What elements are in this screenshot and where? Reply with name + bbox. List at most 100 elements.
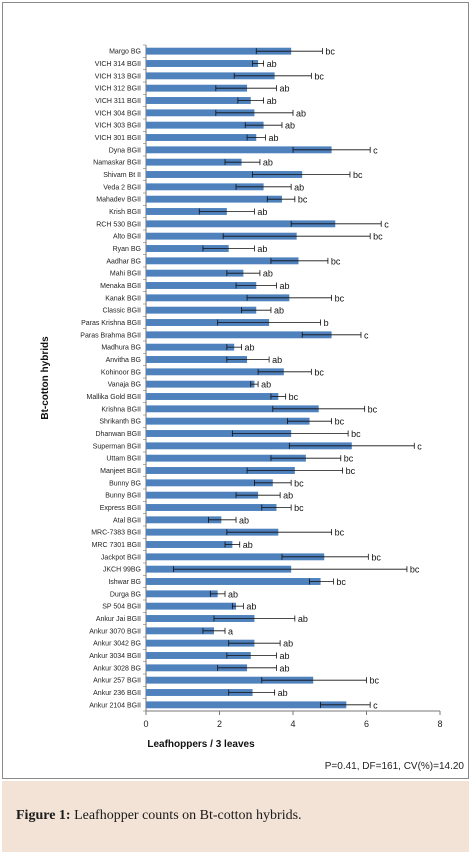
- bar: [146, 134, 257, 141]
- bar: [146, 158, 242, 166]
- category-label: Mallika Gold BGII: [87, 394, 142, 401]
- group-letter: bc: [289, 392, 299, 402]
- bar: [146, 269, 244, 277]
- bar: [146, 689, 253, 696]
- group-letter: ab: [283, 491, 293, 501]
- group-letter: ab: [228, 589, 238, 599]
- category-label: Veda 2 BGII: [103, 184, 141, 191]
- bar: [146, 491, 259, 499]
- bar: [146, 442, 352, 450]
- bar: [146, 639, 255, 647]
- group-letter: bc: [346, 466, 356, 476]
- group-letter: bc: [336, 577, 346, 587]
- group-letter: a: [228, 626, 233, 636]
- bar: [146, 528, 279, 536]
- category-label: Paras Krishna BGII: [81, 320, 141, 327]
- category-label: VICH 311 BGII: [95, 98, 141, 105]
- group-letter: bc: [314, 367, 324, 377]
- bar: [146, 72, 275, 80]
- bar: [146, 208, 227, 215]
- category-label: Ishwar BG: [108, 579, 141, 586]
- figure-caption: Figure 1: Leafhopper counts on Bt-cotton…: [16, 808, 302, 824]
- group-letter: ab: [263, 158, 273, 168]
- category-label: VICH 313 BGII: [95, 73, 141, 80]
- bar: [146, 109, 255, 117]
- bar: [146, 380, 255, 388]
- category-label: Express BGII: [100, 505, 141, 512]
- bar: [146, 553, 325, 561]
- bar: [146, 590, 218, 598]
- group-letter: ab: [239, 515, 249, 525]
- category-label: Mahi BGII: [110, 271, 141, 278]
- caption-text: Leafhopper counts on Bt-cotton hybrids.: [70, 808, 302, 823]
- group-letter: b: [324, 318, 329, 328]
- bar: [146, 306, 257, 314]
- category-label: Margo BG: [109, 49, 141, 56]
- group-letter: bc: [335, 528, 345, 538]
- category-label: Kanak BGII: [105, 295, 141, 302]
- group-letter: ab: [245, 343, 255, 353]
- group-letter: ab: [257, 207, 267, 217]
- category-label: MRC 7301 BGII: [92, 542, 141, 549]
- group-letter: ab: [278, 688, 288, 698]
- bar: [146, 417, 310, 425]
- group-letter: c: [373, 700, 378, 710]
- group-letter: bc: [370, 676, 380, 686]
- bar: [146, 602, 237, 610]
- group-letter: ab: [298, 614, 308, 624]
- category-label: Kohinoor BG: [101, 369, 141, 376]
- category-label: Shrikanth BG: [99, 419, 141, 426]
- figure-label: Figure 1:: [16, 808, 71, 823]
- group-letter: ab: [243, 540, 253, 550]
- bar: [146, 504, 277, 511]
- group-letter: bc: [344, 454, 354, 464]
- category-label: Madhura BG: [101, 345, 141, 352]
- category-label: Anvitha BG: [106, 357, 141, 364]
- group-letter: ab: [279, 651, 289, 661]
- group-letter: ab: [272, 355, 282, 365]
- group-letter: bc: [371, 552, 381, 562]
- bar: [146, 454, 306, 462]
- category-label: Paras Brahma BGII: [80, 332, 141, 339]
- group-letter: bc: [325, 47, 335, 57]
- category-label: SP 504 BGII: [102, 604, 141, 611]
- bar: [146, 479, 273, 487]
- bar: [146, 356, 248, 363]
- category-label: Vanaja BG: [108, 382, 141, 389]
- category-label: Classic BGII: [102, 308, 141, 315]
- stats-note: P=0.41, DF=161, CV(%)=14.20: [324, 761, 464, 772]
- category-label: Ankur 3028 BG: [93, 665, 141, 672]
- x-tick-label: 4: [290, 719, 295, 729]
- category-label: Dhanwan BGII: [95, 431, 141, 438]
- group-letter: bc: [335, 417, 345, 427]
- x-axis-title: Leafhoppers / 3 leaves: [147, 739, 255, 750]
- bar: [146, 343, 235, 351]
- group-letter: ab: [257, 244, 267, 254]
- bar: [146, 430, 292, 437]
- category-label: Atal BGII: [113, 517, 141, 524]
- x-tick-label: 0: [143, 719, 148, 729]
- x-tick-label: 2: [217, 719, 222, 729]
- group-letter: ab: [267, 59, 277, 69]
- category-label: Shivam Bt II: [103, 172, 141, 179]
- bar: [146, 652, 251, 659]
- category-label: Bunny BGII: [105, 493, 141, 500]
- bar: [146, 331, 332, 339]
- bar: [146, 627, 214, 635]
- category-label: Aadhar BG: [106, 258, 141, 265]
- bar: [146, 171, 303, 178]
- bar: [146, 257, 299, 265]
- category-label: Ankur 257 BGII: [93, 678, 141, 685]
- category-label: Krishna BGII: [101, 406, 141, 413]
- category-label: Namaskar BGII: [93, 160, 141, 167]
- bar: [146, 467, 295, 474]
- group-letter: bc: [335, 293, 345, 303]
- x-tick-label: 6: [364, 719, 369, 729]
- group-letter: ab: [285, 121, 295, 131]
- bar: [146, 146, 332, 154]
- bar: [146, 195, 282, 203]
- category-label: Jackpot BGII: [101, 554, 141, 561]
- group-letter: bc: [373, 232, 383, 242]
- category-label: Uttam BGII: [106, 456, 141, 463]
